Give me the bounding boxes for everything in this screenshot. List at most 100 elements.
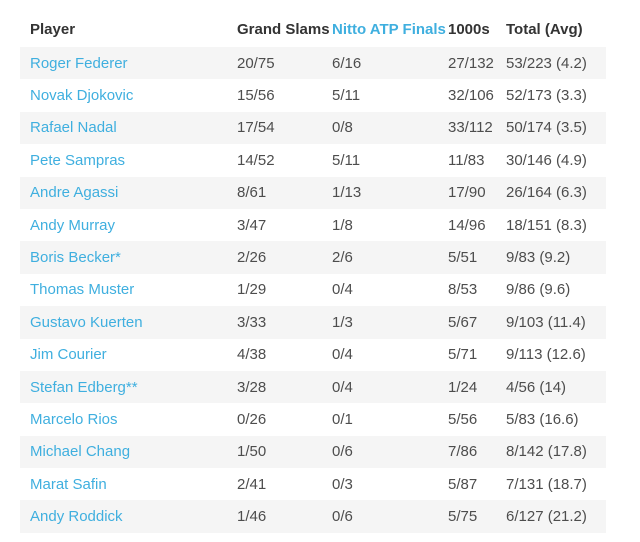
player-link[interactable]: Michael Chang [30, 443, 131, 461]
column-header-player: Player [30, 21, 76, 38]
player-cell: Gustavo Kuerten [20, 306, 237, 338]
table-row: Boris Becker* 2/26 2/6 5/51 9/83 (9.2) [20, 241, 606, 274]
nitto-atp-finals-value: 0/8 [332, 119, 353, 137]
total-avg-value: 9/113 (12.6) [506, 346, 586, 364]
nitto-atp-finals-value: 0/4 [332, 378, 353, 396]
table-row: Pete Sampras 14/52 5/11 11/83 30/146 (4.… [20, 144, 606, 176]
table-row: Roger Federer 20/75 6/16 27/132 53/223 (… [20, 47, 606, 80]
player-cell: Pete Sampras [20, 144, 237, 176]
player-link[interactable]: Rafael Nadal [30, 119, 117, 137]
grand-slams-value: 3/33 [237, 313, 267, 331]
thousands-value: 11/83 [448, 151, 485, 169]
total-avg-value: 30/146 (4.9) [506, 151, 587, 169]
thousands-value: 5/51 [448, 249, 478, 267]
table-row: Novak Djokovic 15/56 5/11 32/106 52/173 … [20, 79, 606, 111]
grand-slams-value: 2/41 [237, 475, 267, 493]
total-avg-value: 4/56 (14) [506, 378, 567, 396]
player-link[interactable]: Thomas Muster [30, 281, 135, 299]
total-avg-value: 50/174 (3.5) [506, 119, 587, 137]
nitto-atp-finals-value: 1/13 [332, 184, 362, 202]
grand-slams-value: 14/52 [237, 151, 275, 169]
nitto-atp-finals-value: 0/6 [332, 508, 353, 526]
thousands-value: 17/90 [448, 184, 486, 202]
column-header-nitto-atp-finals: Nitto ATP Finals [332, 12, 448, 47]
grand-slams-value: 1/29 [237, 281, 267, 299]
column-header-total-avg: Total (Avg) [506, 21, 583, 38]
player-link[interactable]: Boris Becker* [30, 249, 121, 267]
total-avg-value: 26/164 (6.3) [506, 184, 587, 202]
player-titles-table: Player Grand Slams Nitto ATP Finals 1000… [20, 12, 606, 533]
player-cell: Thomas Muster [20, 274, 237, 306]
player-link[interactable]: Marat Safin [30, 475, 107, 493]
player-cell: Jim Courier [20, 339, 237, 371]
player-cell: Andy Roddick [20, 500, 237, 532]
thousands-value: 33/112 [448, 119, 493, 137]
thousands-value: 5/56 [448, 410, 478, 428]
thousands-value: 8/53 [448, 281, 478, 299]
table-row: Gustavo Kuerten 3/33 1/3 5/67 9/103 (11.… [20, 306, 606, 339]
thousands-value: 5/71 [448, 346, 478, 364]
total-avg-value: 9/83 (9.2) [506, 249, 571, 267]
nitto-atp-finals-value: 2/6 [332, 249, 353, 267]
player-link[interactable]: Gustavo Kuerten [30, 313, 143, 331]
grand-slams-value: 17/54 [237, 119, 275, 137]
total-avg-value: 8/142 (17.8) [506, 443, 587, 461]
player-link[interactable]: Marcelo Rios [30, 410, 118, 428]
player-link[interactable]: Pete Sampras [30, 151, 126, 169]
nitto-atp-finals-value: 5/11 [332, 87, 361, 105]
player-link[interactable]: Andy Murray [30, 216, 116, 234]
total-avg-value: 53/223 (4.2) [506, 54, 587, 72]
table-body: Roger Federer 20/75 6/16 27/132 53/223 (… [20, 47, 606, 533]
table-row: Marcelo Rios 0/26 0/1 5/56 5/83 (16.6) [20, 403, 606, 435]
player-cell: Marcelo Rios [20, 403, 237, 435]
total-avg-value: 7/131 (18.7) [506, 475, 587, 493]
thousands-value: 5/87 [448, 475, 478, 493]
nitto-atp-finals-value: 0/4 [332, 346, 353, 364]
grand-slams-value: 1/46 [237, 508, 267, 526]
grand-slams-value: 3/47 [237, 216, 267, 234]
grand-slams-value: 1/50 [237, 443, 267, 461]
nitto-atp-finals-value: 0/6 [332, 443, 353, 461]
player-cell: Michael Chang [20, 436, 237, 468]
grand-slams-value: 8/61 [237, 184, 267, 202]
thousands-value: 14/96 [448, 216, 486, 234]
nitto-atp-finals-value: 1/3 [332, 313, 353, 331]
grand-slams-value: 15/56 [237, 87, 275, 105]
player-link[interactable]: Roger Federer [30, 54, 128, 72]
thousands-value: 5/67 [448, 313, 478, 331]
player-titles-table-container: Player Grand Slams Nitto ATP Finals 1000… [20, 12, 606, 533]
thousands-value: 27/132 [448, 54, 494, 72]
player-cell: Boris Becker* [20, 241, 237, 273]
total-avg-value: 9/86 (9.6) [506, 281, 571, 299]
table-header-row: Player Grand Slams Nitto ATP Finals 1000… [20, 12, 606, 47]
player-cell: Andre Agassi [20, 177, 237, 209]
player-cell: Andy Murray [20, 209, 237, 241]
column-header-grand-slams: Grand Slams [237, 21, 330, 38]
table-row: Rafael Nadal 17/54 0/8 33/112 50/174 (3.… [20, 111, 606, 145]
grand-slams-value: 0/26 [237, 410, 267, 428]
grand-slams-value: 3/28 [237, 378, 267, 396]
nitto-atp-finals-value: 0/1 [332, 410, 353, 428]
table-row: Andre Agassi 8/61 1/13 17/90 26/164 (6.3… [20, 176, 606, 209]
grand-slams-value: 4/38 [237, 346, 267, 364]
table-row: Stefan Edberg** 3/28 0/4 1/24 4/56 (14) [20, 370, 606, 404]
table-row: Thomas Muster 1/29 0/4 8/53 9/86 (9.6) [20, 274, 606, 306]
nitto-atp-finals-value: 5/11 [332, 151, 361, 169]
player-link[interactable]: Jim Courier [30, 346, 107, 364]
nitto-atp-finals-value: 0/4 [332, 281, 353, 299]
thousands-value: 32/106 [448, 87, 494, 105]
player-cell: Stefan Edberg** [20, 371, 237, 403]
player-link[interactable]: Stefan Edberg** [30, 378, 138, 396]
player-link[interactable]: Andre Agassi [30, 184, 119, 202]
player-cell: Marat Safin [20, 468, 237, 500]
table-row: Marat Safin 2/41 0/3 5/87 7/131 (18.7) [20, 468, 606, 500]
nitto-atp-finals-link[interactable]: Nitto ATP Finals [332, 21, 446, 38]
player-cell: Rafael Nadal [20, 112, 237, 144]
player-link[interactable]: Novak Djokovic [30, 87, 134, 105]
total-avg-value: 18/151 (8.3) [506, 216, 587, 234]
player-link[interactable]: Andy Roddick [30, 508, 123, 526]
table-row: Michael Chang 1/50 0/6 7/86 8/142 (17.8) [20, 435, 606, 469]
player-cell: Novak Djokovic [20, 79, 237, 111]
nitto-atp-finals-value: 0/3 [332, 475, 353, 493]
